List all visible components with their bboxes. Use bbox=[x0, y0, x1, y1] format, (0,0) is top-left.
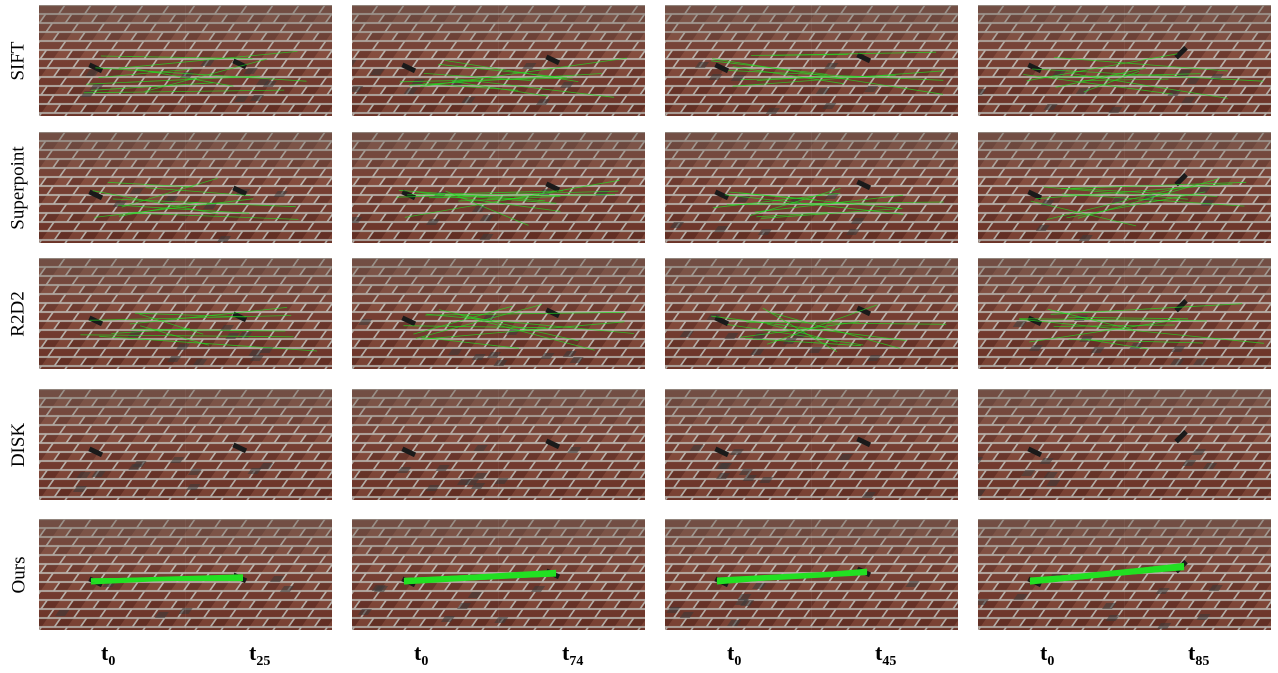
time-label-left: t0 bbox=[414, 640, 428, 670]
time-index: 0 bbox=[1047, 654, 1055, 669]
image-panel bbox=[665, 5, 958, 116]
row-label-text: R2D2 bbox=[8, 290, 29, 337]
row-label-text: DISK bbox=[8, 422, 29, 467]
image-panel bbox=[978, 258, 1271, 369]
column-time-labels: t0 t45 bbox=[665, 640, 958, 673]
time-label-right: t45 bbox=[875, 640, 896, 670]
column-time-labels: t0 t25 bbox=[39, 640, 332, 673]
time-label-left: t0 bbox=[1040, 640, 1054, 670]
time-index: 0 bbox=[108, 654, 116, 669]
image-panel bbox=[352, 5, 645, 116]
time-index: 74 bbox=[569, 654, 584, 669]
time-index: 25 bbox=[256, 654, 271, 669]
row-label-text: Ours bbox=[7, 556, 29, 593]
image-panel bbox=[352, 389, 645, 500]
time-label-left: t0 bbox=[101, 640, 115, 670]
time-label-left: t0 bbox=[727, 640, 741, 670]
time-symbol: t bbox=[101, 640, 109, 665]
row-label-sift: SIFT bbox=[0, 5, 38, 116]
image-panel bbox=[665, 389, 958, 500]
column-time-labels: t0 t85 bbox=[978, 640, 1271, 673]
image-panel bbox=[39, 389, 332, 500]
time-index: 85 bbox=[1195, 654, 1210, 669]
row-label-r2d2: R2D2 bbox=[0, 258, 38, 369]
image-panel bbox=[39, 132, 332, 243]
image-panel bbox=[665, 132, 958, 243]
time-label-right: t85 bbox=[1188, 640, 1209, 670]
time-symbol: t bbox=[249, 640, 257, 665]
image-panel bbox=[978, 5, 1271, 116]
column-time-labels: t0 t74 bbox=[352, 640, 645, 673]
time-label-right: t25 bbox=[249, 640, 270, 670]
time-index: 45 bbox=[882, 654, 897, 669]
image-panel bbox=[665, 519, 958, 630]
time-symbol: t bbox=[1188, 640, 1196, 665]
time-symbol: t bbox=[1040, 640, 1048, 665]
image-panel bbox=[352, 519, 645, 630]
row-label-text: Superpoint bbox=[8, 145, 30, 230]
image-panel bbox=[39, 5, 332, 116]
time-symbol: t bbox=[562, 640, 570, 665]
image-panel bbox=[352, 258, 645, 369]
time-symbol: t bbox=[414, 640, 422, 665]
image-panel bbox=[352, 132, 645, 243]
image-panel bbox=[978, 519, 1271, 630]
time-symbol: t bbox=[875, 640, 883, 665]
time-index: 0 bbox=[421, 654, 429, 669]
image-panel bbox=[39, 519, 332, 630]
image-panel bbox=[978, 389, 1271, 500]
time-label-right: t74 bbox=[562, 640, 583, 670]
time-index: 0 bbox=[734, 654, 742, 669]
row-label-ours: Ours bbox=[0, 519, 38, 630]
row-label-superpoint: Superpoint bbox=[0, 132, 38, 243]
row-label-disk: DISK bbox=[0, 389, 38, 500]
image-panel bbox=[39, 258, 332, 369]
time-symbol: t bbox=[727, 640, 735, 665]
image-panel bbox=[978, 132, 1271, 243]
row-label-text: SIFT bbox=[8, 40, 30, 81]
image-panel bbox=[665, 258, 958, 369]
